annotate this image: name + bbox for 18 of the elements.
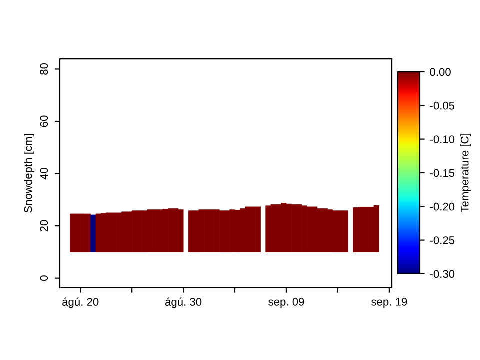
x-tick-label: sep. 09 bbox=[268, 298, 304, 308]
color-bar-label: -0.10 bbox=[430, 136, 455, 144]
y-tick-label: 0 bbox=[40, 276, 48, 281]
y-tick-label: 60 bbox=[40, 116, 48, 128]
color-bar-label: -0.30 bbox=[430, 270, 455, 278]
color-bar-label: 0.00 bbox=[430, 68, 451, 76]
color-bar-label: -0.15 bbox=[430, 169, 455, 178]
color-bar-title: Temperature [C] bbox=[460, 134, 471, 213]
color-bar-label: -0.25 bbox=[430, 236, 455, 244]
x-tick-label: ágú. 30 bbox=[165, 298, 202, 308]
y-axis-title: Snowdepth [cm] bbox=[24, 134, 34, 213]
color-bar-label: -0.05 bbox=[430, 102, 455, 110]
y-tick-label: 80 bbox=[40, 63, 48, 75]
y-tick-label: 40 bbox=[40, 168, 48, 180]
x-tick-label: ágú. 20 bbox=[62, 298, 99, 308]
x-tick-label: sep. 19 bbox=[372, 298, 408, 308]
y-tick-label: 20 bbox=[40, 220, 48, 232]
color-bar-label: -0.20 bbox=[430, 202, 455, 211]
